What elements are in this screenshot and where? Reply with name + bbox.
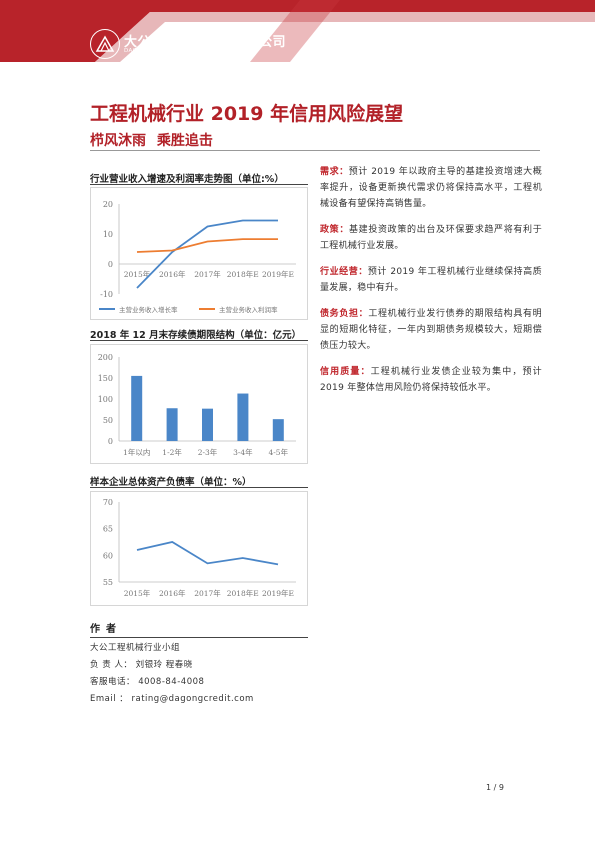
outlook-text: 预计 2019 年工程机械行业继续保持高质量发展，稳中有升。 [320, 267, 542, 293]
debt-x-tick-label: 3-4年 [233, 447, 253, 457]
debt-y-tick-label: 100 [98, 395, 113, 404]
header-band-graphic [0, 0, 595, 62]
liability-chart-svg: 55 60 65 70 2015年 2016年 2017年 2018年E 2019年E [103, 498, 296, 598]
header-band: 大公国际资信评估有限公司 DAGONG GLOBAL CREDIT RATING… [0, 0, 595, 62]
debt-y-tick-label: 200 [98, 353, 113, 362]
debt-bar [166, 408, 178, 441]
outlook-demand: 需求：预计 2019 年以政府主导的基建投资增速大概率提升，设备更新换代需求仍将… [320, 163, 542, 212]
report-subtitle: 栉风沐雨 乘胜追击 [90, 133, 213, 149]
revenue-series-line-2 [136, 238, 278, 253]
outlook-credit-quality: 信用质量：工程机械行业发债企业较为集中，预计 2019 年整体信用风险仍将保持较… [320, 363, 542, 396]
revenue-y-tick-label: -10 [100, 290, 113, 299]
liability-x-tick-label: 2018年E [227, 588, 259, 598]
debt-chart-rule [90, 340, 308, 341]
authors-heading: 作者 [90, 620, 308, 638]
liability-y-tick-label: 55 [103, 578, 113, 587]
debt-x-tick-label: 1年以内 [123, 447, 150, 457]
outlook-label: 信用质量： [320, 366, 371, 376]
revenue-series-line-1 [136, 219, 278, 289]
debt-x-tick-label: 2-3年 [198, 447, 218, 457]
outlook-text: 基建投资政策的出台及环保要求趋严将有利于工程机械行业发展。 [320, 225, 542, 251]
debt-bar [131, 375, 143, 441]
debt-bar [202, 408, 213, 441]
liability-chart-title: 样本企业总体资产负债率（单位：%） [90, 477, 252, 488]
debt-y-tick-label: 50 [103, 416, 113, 425]
outlook-text: 工程机械行业发行债券的期限结构具有明显的短期化特征，一年内到期债务规模较大，短期… [320, 309, 542, 351]
debt-x-tick-label: 1-2年 [162, 447, 182, 457]
brand-name-cn: 大公国际资信评估有限公司 [124, 35, 287, 50]
revenue-chart-svg: -10 0 10 20 2015年 2016年 2017年 2018年E 2019年E 主营业务收… [99, 200, 296, 314]
revenue-chart: -10 0 10 20 2015年 2016年 2017年 2018年E 2019年E 主营业务收… [90, 187, 308, 320]
revenue-x-tick-label: 2016年 [159, 269, 186, 279]
revenue-x-tick-label: 2018年E [227, 269, 259, 279]
revenue-legend-label: 主营业务收入增长率 [119, 305, 178, 314]
outlook-text: 预计 2019 年以政府主导的基建投资增速大概率提升，设备更新换代需求仍将保持高… [320, 167, 542, 209]
liability-ratio-chart: 55 60 65 70 2015年 2016年 2017年 2018年E 2019年E [90, 491, 308, 606]
liability-x-tick-label: 2015年 [124, 588, 151, 598]
liability-chart-rule [90, 487, 308, 488]
liability-x-tick-label: 2019年E [262, 588, 294, 598]
liability-y-tick-label: 60 [103, 551, 113, 560]
debt-bar [272, 419, 284, 441]
liability-y-tick-label: 65 [103, 525, 113, 534]
liability-series-line [136, 541, 279, 566]
outlook-policy: 政策：基建投资政策的出台及环保要求趋严将有利于工程机械行业发展。 [320, 221, 542, 254]
author-team: 大公工程机械行业小组 [90, 643, 181, 653]
author-lead: 负 责 人： 刘银玲 程春晓 [90, 660, 193, 670]
revenue-y-tick-label: 20 [103, 200, 113, 209]
outlook-label: 需求： [320, 166, 349, 176]
debt-chart-title: 2018 年 12 月末存续债期限结构（单位：亿元） [90, 330, 302, 341]
debt-x-tick-label: 4-5年 [269, 447, 289, 457]
debt-chart-svg: 0 50 100 150 200 1年以内 1-2年 2-3年 3-4年 4-5年 [98, 353, 296, 457]
revenue-x-tick-label: 2017年 [194, 269, 221, 279]
brand-name-en: DAGONG GLOBAL CREDIT RATING CO.,LTD [124, 48, 254, 54]
debt-y-tick-label: 0 [108, 437, 113, 446]
page-number: 1 / 9 [486, 783, 504, 792]
report-title: 工程机械行业 2019 年信用风险展望 [90, 103, 404, 125]
outlook-operations: 行业经营：预计 2019 年工程机械行业继续保持高质量发展，稳中有升。 [320, 263, 542, 296]
outlook-debt-burden: 债务负担：工程机械行业发行债券的期限结构具有明显的短期化特征，一年内到期债务规模… [320, 305, 542, 354]
authors-block: 大公工程机械行业小组 负 责 人： 刘银玲 程春晓 客服电话： 4008-84-… [90, 640, 254, 708]
outlook-summary: 需求：预计 2019 年以政府主导的基建投资增速大概率提升，设备更新换代需求仍将… [320, 163, 542, 405]
outlook-label: 行业经营： [320, 266, 368, 276]
title-divider [90, 150, 540, 151]
revenue-chart-rule [90, 184, 308, 185]
debt-maturity-chart: 0 50 100 150 200 1年以内 1-2年 2-3年 3-4年 4-5年 [90, 344, 308, 464]
debt-bar [237, 393, 249, 441]
revenue-y-tick-label: 10 [103, 230, 113, 239]
revenue-x-tick-label: 2019年E [262, 269, 294, 279]
debt-y-tick-label: 150 [98, 374, 113, 383]
author-phone: 客服电话： 4008-84-4008 [90, 677, 205, 687]
dagong-logo-icon [90, 29, 120, 59]
revenue-chart-title: 行业营业收入增速及利润率走势图（单位:%） [90, 174, 284, 185]
outlook-text: 工程机械行业发债企业较为集中，预计 2019 年整体信用风险仍将保持较低水平。 [320, 367, 542, 393]
revenue-x-tick-label: 2015年 [124, 269, 151, 279]
revenue-y-tick-label: 0 [108, 260, 113, 269]
author-email: Email ： rating@dagongcredit.com [90, 694, 254, 704]
outlook-label: 债务负担： [320, 308, 369, 318]
liability-x-tick-label: 2017年 [194, 588, 221, 598]
liability-x-tick-label: 2016年 [159, 588, 186, 598]
revenue-legend-label: 主营业务收入利润率 [219, 305, 278, 314]
liability-y-tick-label: 70 [103, 498, 113, 507]
outlook-label: 政策： [320, 224, 350, 234]
